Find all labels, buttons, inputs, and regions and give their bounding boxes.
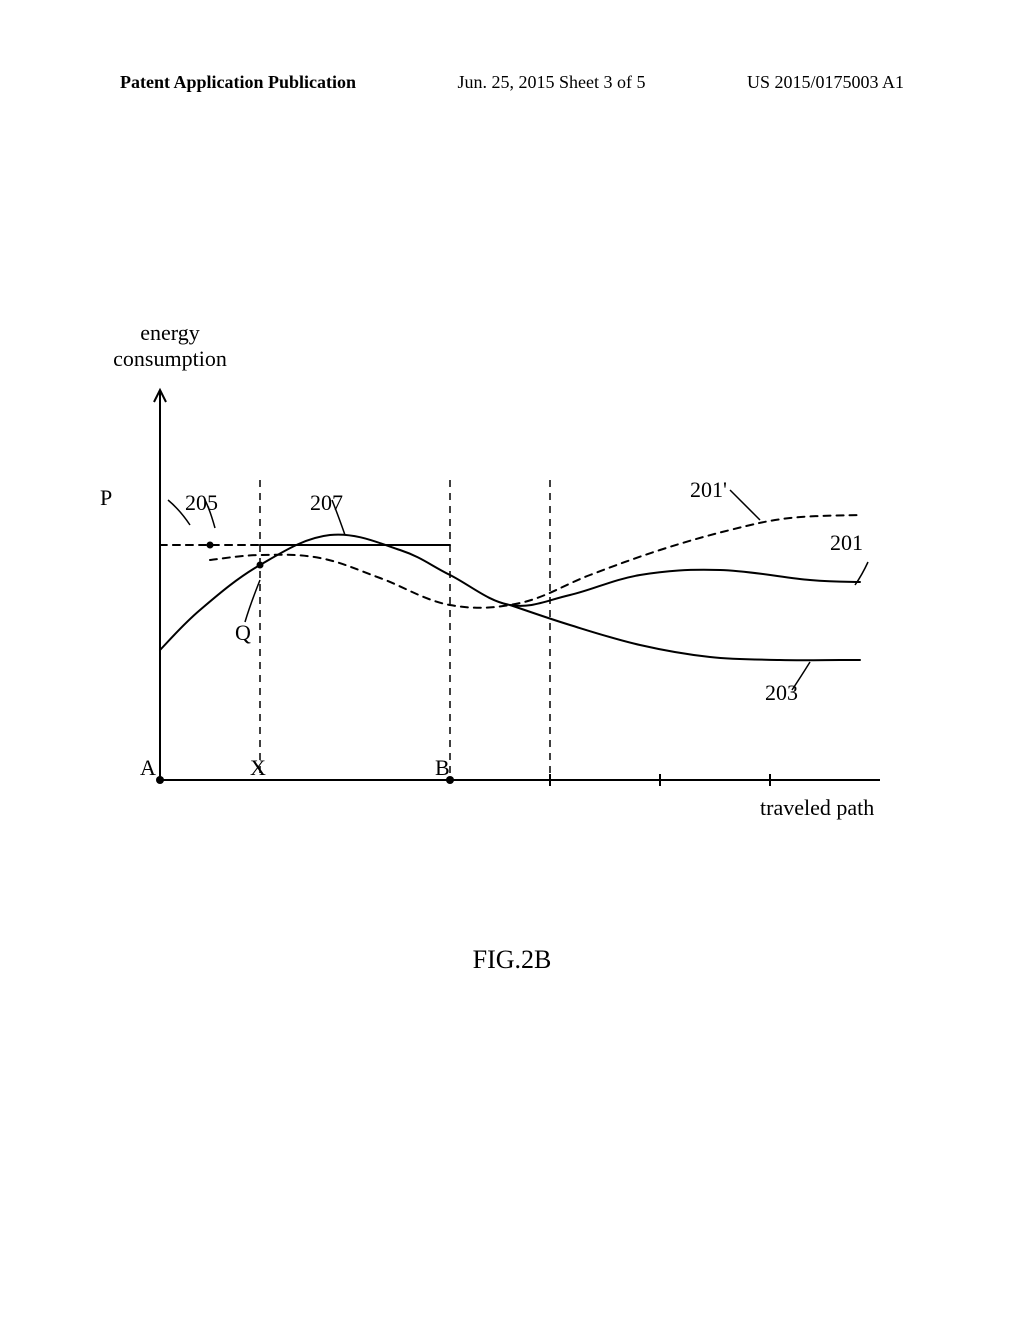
header-center: Jun. 25, 2015 Sheet 3 of 5 (458, 72, 646, 93)
label-207: 207 (310, 490, 343, 516)
label-201: 201 (830, 530, 863, 556)
tick-A: A (140, 755, 156, 781)
page-header: Patent Application Publication Jun. 25, … (0, 72, 1024, 93)
label-203: 203 (765, 680, 798, 706)
chart-svg (120, 350, 900, 870)
header-right: US 2015/0175003 A1 (747, 72, 904, 93)
label-P: P (100, 485, 112, 511)
chart (120, 350, 900, 870)
label-Q: Q (235, 620, 251, 646)
tick-B: B (435, 755, 450, 781)
header-left: Patent Application Publication (120, 72, 356, 93)
label-201p: 201' (690, 477, 727, 503)
label-205: 205 (185, 490, 218, 516)
figure-caption: FIG.2B (0, 945, 1024, 975)
tick-X: X (250, 755, 266, 781)
x-axis-label: traveled path (760, 795, 874, 821)
